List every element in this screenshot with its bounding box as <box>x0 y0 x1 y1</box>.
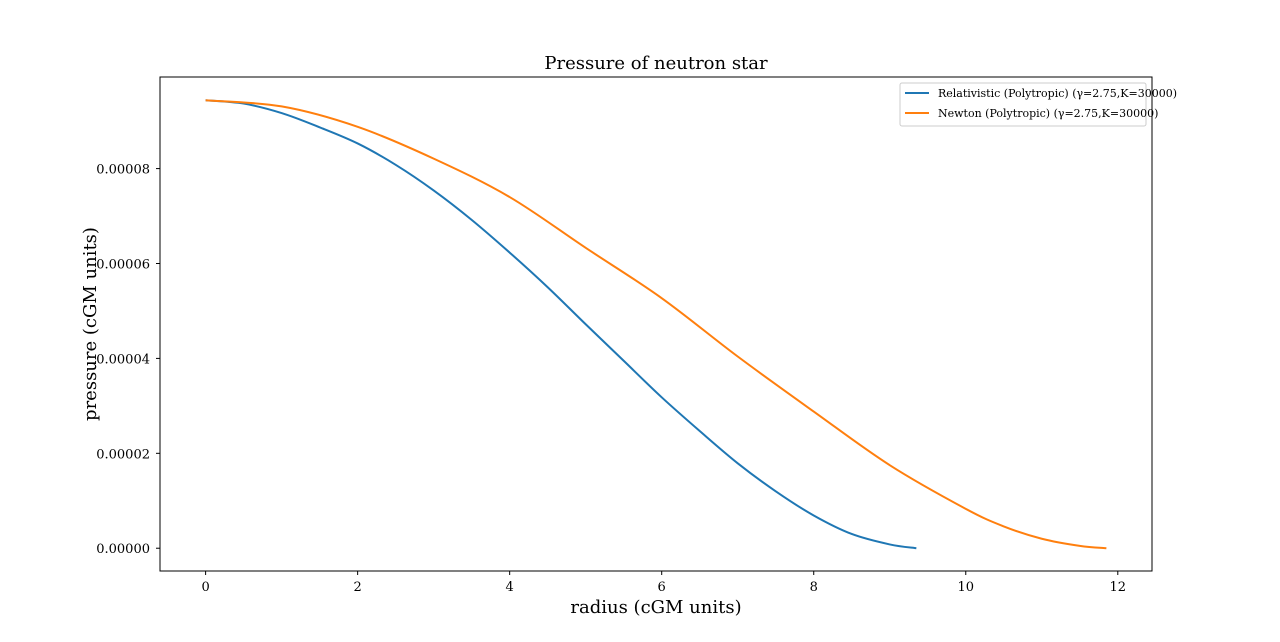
legend-box <box>899 82 1147 127</box>
y-tick-label: 0.00008 <box>96 163 150 178</box>
y-axis: 0.00000 0.00002 0.00004 0.00006 0.00008 <box>96 163 160 557</box>
x-tick-label: 0 <box>201 580 209 595</box>
y-tick-label: 0.00006 <box>96 257 150 272</box>
plot-area <box>205 99 1107 550</box>
y-tick-label: 0.00002 <box>96 447 150 462</box>
y-tick-label: 0.00004 <box>96 352 150 367</box>
x-tick-label: 12 <box>1110 580 1127 595</box>
y-tick-label: 0.00000 <box>96 542 150 557</box>
x-tick-label: 2 <box>353 580 361 595</box>
x-tick-label: 4 <box>506 580 514 595</box>
y-axis-label: pressure (cGM units) <box>80 227 101 421</box>
legend-label-relativistic: Relativistic (Polytropic) (γ=2.75,K=3000… <box>938 87 1177 100</box>
series-line-1 <box>205 99 1107 550</box>
legend-label-newton: Newton (Polytropic) (γ=2.75,K=30000) <box>938 107 1158 120</box>
x-tick-label: 10 <box>957 580 974 595</box>
x-tick-label: 8 <box>810 580 818 595</box>
x-tick-label: 6 <box>658 580 666 595</box>
chart-title: Pressure of neutron star <box>544 53 768 74</box>
x-axis-label: radius (cGM units) <box>570 597 741 618</box>
x-axis: 0 2 4 6 8 10 12 <box>201 571 1126 595</box>
series-line-0 <box>205 99 917 550</box>
legend: Relativistic (Polytropic) (γ=2.75,K=3000… <box>899 82 1177 127</box>
plot-frame <box>159 76 1153 572</box>
